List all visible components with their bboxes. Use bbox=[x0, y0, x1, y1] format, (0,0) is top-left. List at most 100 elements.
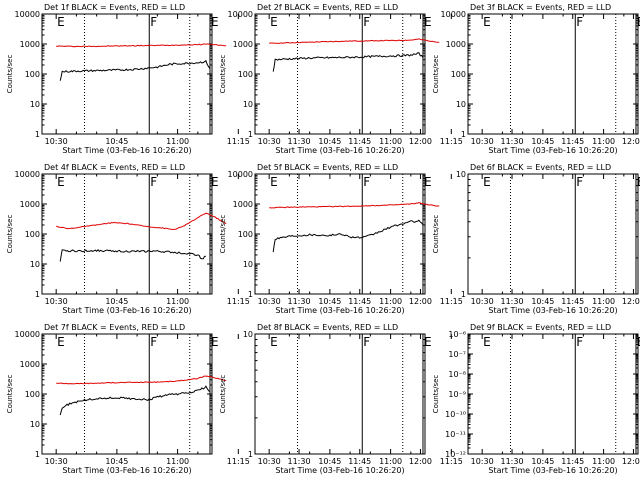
letter-marker: E bbox=[424, 15, 432, 29]
chart-panel-1: Det 1f BLACK = Events, RED = LLD 10:30 10:… bbox=[6, 3, 432, 155]
x-tick-label: 10:45 bbox=[318, 297, 341, 306]
x-tick-label: 11:30 bbox=[500, 457, 523, 466]
x-tick-label: 12:00 bbox=[409, 297, 432, 306]
y-tick-label: 100 bbox=[451, 70, 466, 79]
x-tick-label: 10:45 bbox=[531, 137, 554, 146]
y-tick-label: 100 bbox=[238, 230, 253, 239]
letter-marker: E bbox=[211, 175, 219, 189]
y-tick-label: 1000 bbox=[233, 200, 253, 209]
y-tick-label: 10⁻⁷ bbox=[448, 350, 466, 359]
letter-marker: E bbox=[424, 175, 432, 189]
x-tick-label: 11:00 bbox=[166, 137, 189, 146]
y-tick-label: 100 bbox=[238, 70, 253, 79]
x-tick-label: 11:45 bbox=[561, 457, 584, 466]
x-tick-label: 10:30 bbox=[471, 457, 494, 466]
y-tick-label: 10 bbox=[30, 260, 40, 269]
x-tick-label: 12:00 bbox=[622, 137, 640, 146]
y-tick-label: 1000 bbox=[20, 200, 40, 209]
x-tick-label: 12:00 bbox=[622, 297, 640, 306]
x-tick-label: 11:45 bbox=[348, 297, 371, 306]
x-tick-label: 11:00 bbox=[379, 137, 402, 146]
x-tick-label: 11:30 bbox=[500, 297, 523, 306]
plot-frame bbox=[467, 333, 639, 455]
y-tick-label: 10000 bbox=[15, 330, 40, 339]
y-tick-label: 1 bbox=[35, 450, 40, 459]
chart-panel-9: Det 9f BLACK = Events, RED = LLD 10:30 10:… bbox=[432, 323, 640, 475]
x-tick-label: 11:15 bbox=[440, 457, 463, 466]
x-tick-label: 10:30 bbox=[258, 457, 281, 466]
y-tick-label: 1 bbox=[35, 290, 40, 299]
x-tick-label: 11:30 bbox=[287, 457, 310, 466]
plot-frame bbox=[41, 173, 213, 295]
y-tick-label: 10 bbox=[243, 260, 253, 269]
y-axis-label: Counts/sec bbox=[219, 55, 227, 94]
lld-series-line bbox=[56, 212, 227, 231]
y-tick-label: 1 bbox=[461, 290, 466, 299]
x-tick-label: 11:15 bbox=[440, 297, 463, 306]
letter-marker: E bbox=[483, 335, 491, 349]
y-tick-label: 10000 bbox=[228, 170, 253, 179]
y-tick-label: 1 bbox=[461, 130, 466, 139]
x-axis-label: Start Time (03-Feb-16 10:26:20) bbox=[62, 146, 191, 155]
y-axis-label: Counts/sec bbox=[432, 215, 440, 254]
letter-marker: E bbox=[211, 335, 219, 349]
x-tick-label: 10:45 bbox=[531, 297, 554, 306]
x-tick-label: 10:30 bbox=[471, 137, 494, 146]
y-tick-label: 100 bbox=[25, 70, 40, 79]
chart-title: Det 2f BLACK = Events, RED = LLD bbox=[257, 3, 398, 12]
letter-marker: E bbox=[270, 335, 278, 349]
chart-title: Det 4f BLACK = Events, RED = LLD bbox=[44, 163, 185, 172]
x-tick-label: 11:15 bbox=[227, 297, 250, 306]
letter-marker: E bbox=[270, 175, 278, 189]
chart-title: Det 8f BLACK = Events, RED = LLD bbox=[257, 323, 398, 332]
lld-series-line bbox=[56, 43, 227, 48]
x-tick-label: 10:45 bbox=[105, 297, 128, 306]
y-axis-label: Counts/sec bbox=[6, 375, 14, 414]
x-tick-label: 11:15 bbox=[440, 137, 463, 146]
y-tick-label: 1 bbox=[35, 130, 40, 139]
x-tick-label: 10:30 bbox=[45, 297, 68, 306]
plot-frame bbox=[467, 13, 639, 135]
x-tick-label: 12:00 bbox=[409, 137, 432, 146]
y-tick-label: 10⁻⁹ bbox=[448, 390, 466, 399]
y-tick-label: 10 bbox=[456, 170, 466, 179]
x-tick-label: 11:30 bbox=[287, 137, 310, 146]
x-axis-label: Start Time (03-Feb-16 10:26:20) bbox=[275, 466, 404, 475]
y-axis-label: Counts/sec bbox=[6, 215, 14, 254]
y-tick-label: 10000 bbox=[228, 10, 253, 19]
events-series-line bbox=[59, 385, 211, 416]
x-tick-label: 11:00 bbox=[166, 457, 189, 466]
y-tick-label: 100 bbox=[25, 230, 40, 239]
y-tick-label: 1 bbox=[248, 450, 253, 459]
chart-title: Det 1f BLACK = Events, RED = LLD bbox=[44, 3, 185, 12]
x-axis-label: Start Time (03-Feb-16 10:26:20) bbox=[488, 146, 617, 155]
x-tick-label: 12:00 bbox=[622, 457, 640, 466]
plot-frame bbox=[41, 333, 213, 455]
x-tick-label: 10:45 bbox=[105, 137, 128, 146]
y-tick-label: 10 bbox=[456, 100, 466, 109]
y-tick-label: 10 bbox=[243, 100, 253, 109]
x-tick-label: 10:45 bbox=[318, 457, 341, 466]
plot-frame bbox=[41, 13, 213, 135]
events-series-line bbox=[272, 52, 424, 72]
y-tick-label: 10⁻⁸ bbox=[448, 370, 466, 379]
x-tick-label: 11:30 bbox=[500, 137, 523, 146]
x-tick-label: 10:30 bbox=[471, 297, 494, 306]
y-tick-label: 10⁻¹⁰ bbox=[445, 410, 466, 419]
letter-marker: E bbox=[57, 335, 65, 349]
y-tick-label: 1000 bbox=[20, 360, 40, 369]
chart-panel-5: Det 5f BLACK = Events, RED = LLD 10:30 10:… bbox=[219, 163, 640, 315]
x-tick-label: 10:45 bbox=[105, 457, 128, 466]
letter-marker: E bbox=[211, 15, 219, 29]
y-tick-label: 10000 bbox=[15, 170, 40, 179]
letter-marker: E bbox=[637, 335, 640, 349]
y-tick-label: 10 bbox=[30, 100, 40, 109]
x-axis-label: Start Time (03-Feb-16 10:26:20) bbox=[488, 306, 617, 315]
x-tick-label: 11:30 bbox=[287, 297, 310, 306]
chart-panel-7: Det 7f BLACK = Events, RED = LLD 10:30 10:… bbox=[6, 323, 432, 475]
x-tick-label: 11:00 bbox=[379, 457, 402, 466]
chart-panel-4: Det 4f BLACK = Events, RED = LLD 10:30 10:… bbox=[6, 163, 432, 315]
chart-panel-3: Det 3f BLACK = Events, RED = LLD 10:30 10:… bbox=[432, 3, 640, 155]
x-tick-label: 11:00 bbox=[592, 137, 615, 146]
letter-marker: E bbox=[57, 15, 65, 29]
